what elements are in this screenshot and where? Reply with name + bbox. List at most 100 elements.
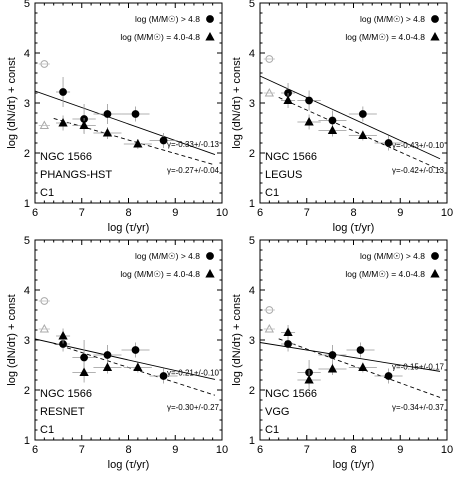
data-point-low-mass bbox=[102, 127, 113, 137]
data-point-high-mass bbox=[305, 96, 313, 105]
data-point-high-mass bbox=[159, 372, 168, 380]
y-tick-label: 4 bbox=[249, 285, 255, 297]
data-point-low-mass bbox=[327, 363, 338, 373]
data-point-low-mass bbox=[304, 374, 314, 384]
x-axis-label: log (τ/yr) bbox=[333, 459, 375, 471]
data-point-low-mass bbox=[304, 116, 314, 126]
data-point-high-mass bbox=[59, 88, 67, 96]
x-tick-label: 7 bbox=[304, 207, 310, 219]
legend-marker-circle bbox=[431, 252, 439, 260]
x-tick-label: 10 bbox=[216, 444, 228, 456]
excluded-point-triangle bbox=[39, 120, 49, 129]
x-tick-label: 9 bbox=[172, 207, 178, 219]
y-tick-label: 5 bbox=[24, 0, 30, 10]
x-tick-label: 10 bbox=[216, 207, 228, 219]
legend-label-low-mass: log (M/M☉) = 4.0-4.8 bbox=[120, 269, 200, 279]
class-label: C1 bbox=[265, 424, 279, 436]
catalog-label: VGG bbox=[265, 406, 289, 418]
fit-line-low-mass bbox=[278, 96, 441, 171]
x-tick-label: 10 bbox=[441, 444, 453, 456]
data-point-low-mass bbox=[327, 125, 338, 134]
y-tick-label: 2 bbox=[249, 385, 255, 397]
x-tick-label: 8 bbox=[125, 444, 131, 456]
excluded-point-triangle bbox=[264, 87, 274, 97]
data-point-high-mass bbox=[384, 139, 393, 147]
x-tick-label: 9 bbox=[397, 444, 403, 456]
y-axis-label: log (dN/dτ) + const bbox=[6, 57, 18, 148]
legend-label-low-mass: log (M/M☉) = 4.0-4.8 bbox=[345, 269, 425, 279]
data-point-low-mass bbox=[358, 130, 368, 139]
data-point-high-mass bbox=[131, 110, 140, 118]
data-point-low-mass bbox=[358, 362, 368, 371]
fit-line-high-mass bbox=[35, 90, 216, 155]
y-tick-label: 2 bbox=[24, 148, 30, 160]
y-axis-label: log (dN/dτ) + const bbox=[231, 57, 243, 148]
galaxy-label: NGC 1566 bbox=[40, 388, 92, 400]
x-tick-label: 9 bbox=[172, 444, 178, 456]
x-tick-label: 6 bbox=[32, 207, 38, 219]
y-tick-label: 5 bbox=[249, 0, 255, 10]
panel-resnet: 6 7 8 9 10 1 2 3 4 5 log (τ/yr) log (dN/dτ) + const… bbox=[6, 235, 228, 471]
y-tick-label: 3 bbox=[249, 335, 255, 347]
catalog-label: RESNET bbox=[40, 406, 85, 418]
x-tick-label: 6 bbox=[257, 444, 263, 456]
x-tick-label: 8 bbox=[350, 444, 356, 456]
fit-label-low-mass: γ=-0.30+/-0.27 bbox=[167, 403, 220, 412]
fit-label-high-mass: γ=-0.43+/-0.10 bbox=[392, 141, 445, 150]
y-axis-label: log (dN/dτ) + const bbox=[231, 294, 243, 385]
catalog-label: PHANGS-HST bbox=[40, 169, 112, 181]
x-tick-label: 9 bbox=[397, 207, 403, 219]
data-point-high-mass bbox=[356, 346, 365, 354]
x-tick-label: 10 bbox=[441, 207, 453, 219]
legend-marker-circle bbox=[431, 15, 439, 23]
excluded-point-triangle bbox=[39, 323, 49, 333]
legend-label-high-mass: log (M/M☉) > 4.8 bbox=[135, 14, 200, 24]
legend-marker-triangle bbox=[430, 31, 440, 41]
class-label: C1 bbox=[40, 187, 54, 199]
galaxy-label: NGC 1566 bbox=[265, 388, 317, 400]
data-point-low-mass bbox=[79, 367, 89, 376]
data-point-high-mass bbox=[384, 372, 393, 380]
data-point-low-mass bbox=[102, 362, 113, 371]
data-point-low-mass bbox=[133, 138, 143, 148]
legend-label-high-mass: log (M/M☉) > 4.8 bbox=[360, 251, 425, 261]
y-tick-label: 1 bbox=[249, 198, 255, 210]
x-tick-label: 6 bbox=[32, 444, 38, 456]
x-axis-label: log (τ/yr) bbox=[108, 459, 150, 471]
x-tick-label: 7 bbox=[304, 444, 310, 456]
galaxy-label: NGC 1566 bbox=[40, 151, 92, 163]
y-tick-label: 1 bbox=[24, 435, 30, 447]
data-point-high-mass bbox=[328, 351, 337, 359]
legend-label-high-mass: log (M/M☉) > 4.8 bbox=[135, 251, 200, 261]
data-point-low-mass bbox=[283, 327, 293, 336]
y-tick-label: 1 bbox=[24, 198, 30, 210]
data-point-high-mass bbox=[328, 116, 337, 125]
fit-line-low-mass bbox=[278, 338, 441, 398]
legend-label-low-mass: log (M/M☉) = 4.0-4.8 bbox=[120, 32, 200, 42]
excluded-point-triangle bbox=[264, 323, 274, 333]
x-tick-label: 8 bbox=[350, 207, 356, 219]
panel-legus: 6 7 8 9 10 1 2 3 4 5 log (τ/yr) log (dN/dτ) + const… bbox=[231, 0, 453, 234]
fit-label-high-mass: γ=-0.15+/-0.17 bbox=[392, 363, 445, 372]
data-point-low-mass bbox=[79, 120, 89, 129]
fit-label-low-mass: γ=-0.42+/-0.13 bbox=[392, 166, 445, 175]
data-point-high-mass bbox=[103, 110, 112, 118]
y-tick-label: 2 bbox=[24, 385, 30, 397]
x-tick-label: 7 bbox=[79, 444, 85, 456]
y-tick-label: 1 bbox=[249, 435, 255, 447]
data-point-high-mass bbox=[159, 136, 168, 145]
data-point-high-mass bbox=[103, 351, 112, 359]
data-point-high-mass bbox=[131, 346, 140, 354]
legend-marker-circle bbox=[206, 252, 214, 260]
legend-label-low-mass: log (M/M☉) = 4.0-4.8 bbox=[345, 32, 425, 42]
legend-label-high-mass: log (M/M☉) > 4.8 bbox=[360, 14, 425, 24]
panel-vgg: 6 7 8 9 10 1 2 3 4 5 log (τ/yr) log (dN/dτ) + const… bbox=[231, 235, 453, 471]
x-axis-label: log (τ/yr) bbox=[333, 222, 375, 234]
data-point-high-mass bbox=[358, 110, 367, 118]
legend-marker-triangle bbox=[205, 268, 215, 278]
data-point-low-mass bbox=[133, 362, 143, 371]
y-tick-label: 3 bbox=[249, 98, 255, 110]
data-point-low-mass bbox=[283, 95, 293, 104]
fit-label-low-mass: γ=-0.34+/-0.37 bbox=[392, 403, 445, 412]
